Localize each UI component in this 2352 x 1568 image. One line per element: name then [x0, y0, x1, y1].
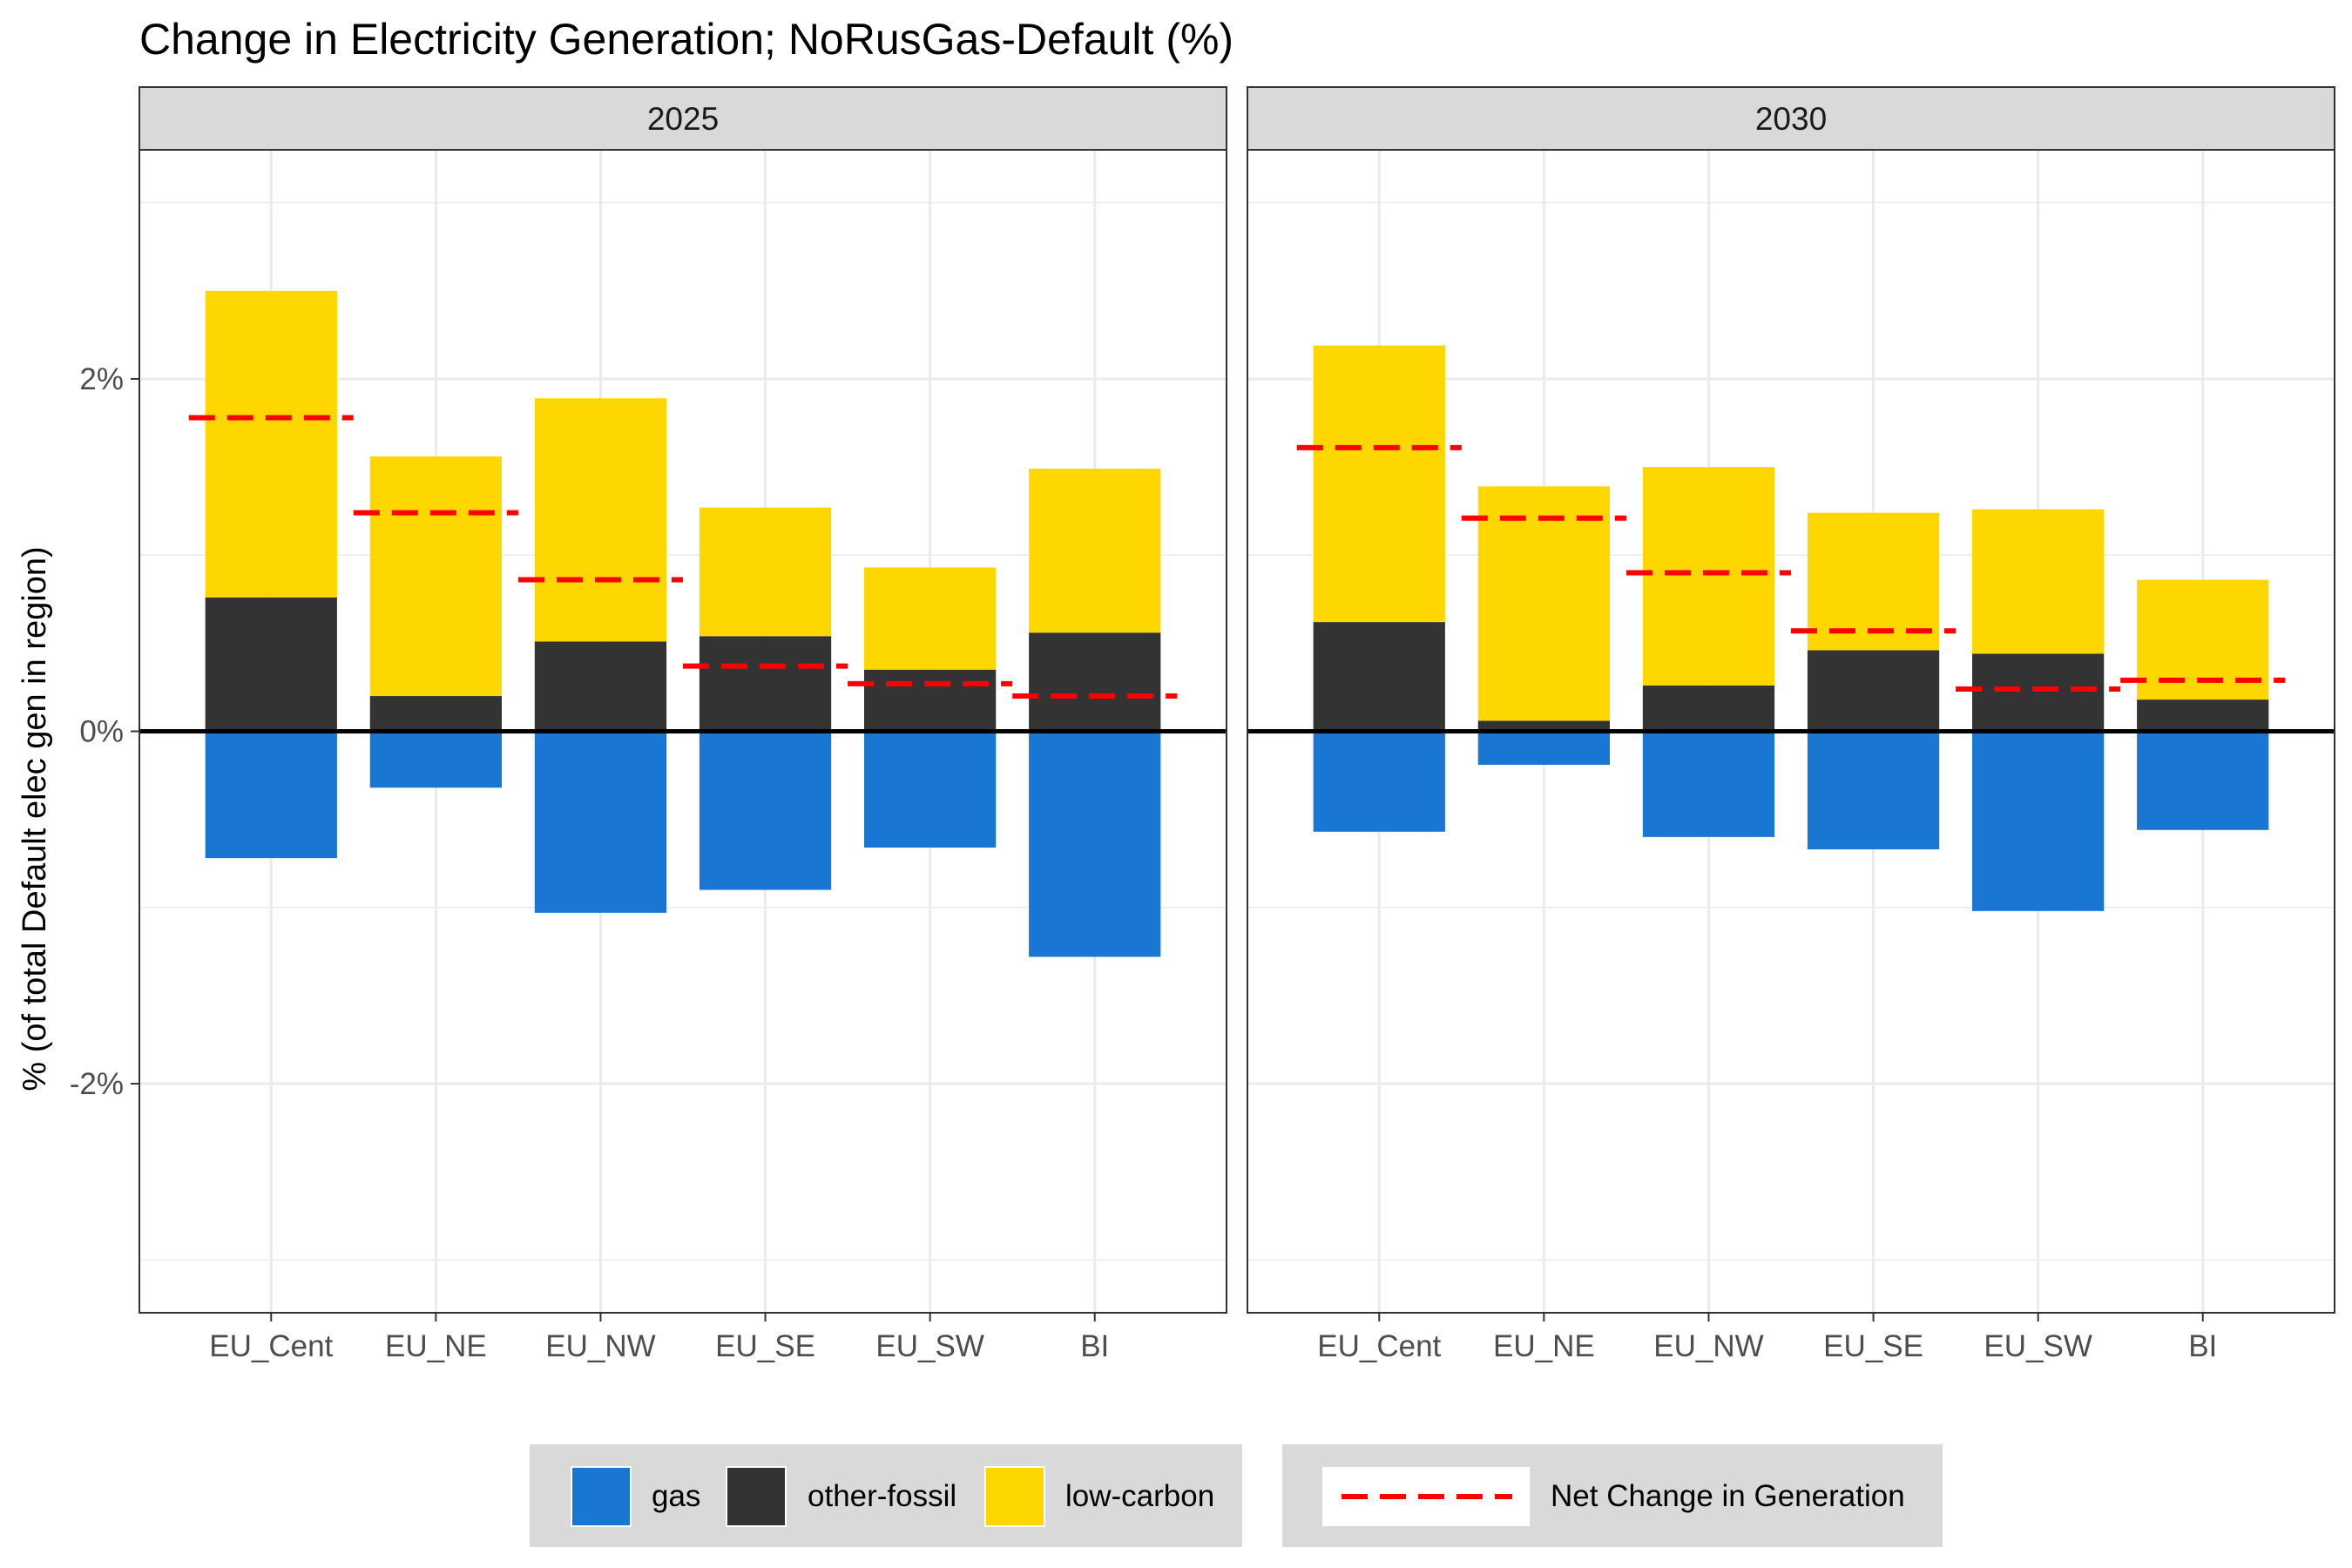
- y-tick-label: -2%: [70, 1067, 124, 1101]
- x-tick-label: EU_SW: [1984, 1329, 2092, 1363]
- bar-gas-EU_SE: [699, 731, 832, 890]
- x-tick-label: BI: [2188, 1329, 2217, 1363]
- bar-low-carbon-EU_SW: [1972, 509, 2105, 654]
- bar-gas-EU_SE: [1807, 731, 1940, 850]
- bar-gas-EU_SW: [864, 731, 997, 848]
- x-tick-label: EU_SW: [875, 1329, 983, 1363]
- bar-other-fossil-BI: [2137, 700, 2269, 732]
- bar-low-carbon-EU_NW: [1642, 467, 1775, 686]
- legend-series-box: [530, 1444, 1242, 1547]
- bar-gas-BI: [1029, 731, 1161, 957]
- x-tick-label: EU_NE: [385, 1329, 487, 1363]
- strip-2025: [139, 86, 1227, 151]
- bar-gas-EU_Cent: [205, 731, 337, 859]
- bar-other-fossil-BI: [1029, 632, 1161, 732]
- bar-other-fossil-EU_Cent: [1313, 622, 1445, 732]
- x-tick-label: EU_Cent: [1317, 1329, 1441, 1363]
- x-tick-label: EU_SE: [1823, 1329, 1923, 1363]
- y-tick-label: 2%: [79, 362, 124, 396]
- strip-label: 2025: [647, 101, 719, 137]
- x-tick-label: EU_NW: [545, 1329, 655, 1363]
- bar-low-carbon-EU_SE: [1807, 512, 1940, 651]
- bar-other-fossil-EU_SW: [864, 669, 997, 732]
- bar-gas-EU_NE: [1477, 731, 1610, 765]
- strip-label: 2030: [1755, 101, 1827, 137]
- panel-2030: 2030 EU_Cent EU_NE EU_NW EU_SE EU_SW BI: [1247, 86, 2335, 1363]
- y-tick-label: 0%: [79, 715, 124, 749]
- bar-low-carbon-EU_Cent: [205, 290, 337, 598]
- bar-gas-EU_SW: [1972, 731, 2105, 911]
- legend: gas other-fossil low-carbon Net Change in G…: [530, 1444, 1943, 1547]
- x-tick-label: EU_NE: [1493, 1329, 1595, 1363]
- bar-gas-EU_Cent: [1313, 731, 1445, 832]
- legend-key-gas: [571, 1466, 632, 1527]
- bar-other-fossil-EU_NE: [369, 696, 502, 732]
- bar-gas-EU_NW: [1642, 731, 1775, 837]
- chart-title: Change in Electricity Generation; NoRusG…: [139, 15, 1233, 64]
- x-tick-label: EU_Cent: [209, 1329, 333, 1363]
- legend-label-gas: gas: [652, 1479, 700, 1513]
- x-tick-label: EU_NW: [1653, 1329, 1763, 1363]
- bar-low-carbon-EU_NE: [369, 456, 502, 697]
- bar-other-fossil-EU_SW: [1972, 653, 2105, 732]
- bar-low-carbon-EU_SE: [699, 507, 832, 637]
- legend-label-low_carbon: low-carbon: [1065, 1479, 1214, 1513]
- bar-low-carbon-EU_Cent: [1313, 345, 1445, 623]
- panel-2025: 2025 EU_Cent EU_NE EU_NW EU_SE EU_SW BI -2% 0% 2%: [70, 86, 1227, 1363]
- bar-other-fossil-EU_NW: [1642, 685, 1775, 732]
- bar-gas-EU_NW: [534, 731, 667, 913]
- legend-label-net: Net Change in Generation: [1551, 1479, 1905, 1513]
- legend-key-other_fossil: [726, 1466, 787, 1527]
- bar-low-carbon-EU_NE: [1477, 486, 1610, 721]
- bar-gas-BI: [2137, 731, 2269, 830]
- bar-low-carbon-BI: [1029, 469, 1161, 633]
- bar-low-carbon-EU_SW: [864, 567, 997, 670]
- legend-key-low_carbon: [984, 1466, 1045, 1527]
- bar-gas-EU_NE: [369, 731, 502, 788]
- panels: 2025 EU_Cent EU_NE EU_NW EU_SE EU_SW BI -2% 0% 2%…: [70, 86, 2335, 1363]
- bar-other-fossil-EU_NW: [534, 641, 667, 732]
- y-axis-title: % (of total Default elec gen in region): [17, 546, 53, 1091]
- x-tick-label: EU_SE: [715, 1329, 815, 1363]
- legend-label-other_fossil: other-fossil: [808, 1479, 956, 1513]
- bar-other-fossil-EU_SE: [1807, 650, 1940, 732]
- bar-low-carbon-EU_NW: [534, 398, 667, 642]
- bar-other-fossil-EU_SE: [699, 636, 832, 732]
- bar-other-fossil-EU_Cent: [205, 597, 337, 732]
- bar-other-fossil-EU_NE: [1477, 720, 1610, 732]
- strip-2030: [1247, 86, 2335, 151]
- x-tick-label: BI: [1080, 1329, 1109, 1363]
